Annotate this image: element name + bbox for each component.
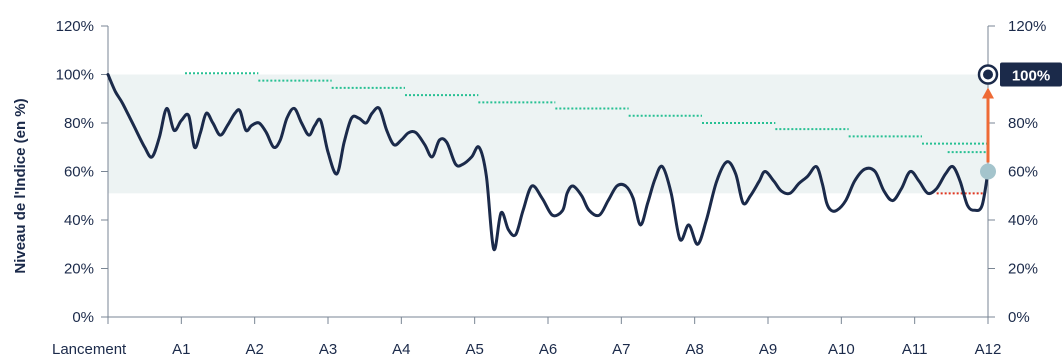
- y-ticks-right: 0% 20% 40% 60% 80% 120%: [988, 18, 1046, 326]
- x-tick-label: Lancement: [52, 341, 127, 357]
- x-tick-label: A6: [539, 341, 557, 357]
- arrow-head-icon: [982, 87, 994, 99]
- x-tick-label: A10: [828, 341, 855, 357]
- x-tick-label: A2: [245, 341, 263, 357]
- x-tick-label: A4: [392, 341, 410, 357]
- y-tick-label-left: 20%: [64, 261, 94, 278]
- x-tick-label: A12: [975, 341, 1002, 357]
- y-ticks-left: 0% 20% 40% 60% 80% 100% 120%: [56, 18, 108, 326]
- y-tick-label-left: 100%: [56, 67, 94, 84]
- y-tick-label-right: 60%: [1008, 164, 1038, 181]
- y-tick-label-left: 60%: [64, 164, 94, 181]
- final-point-marker: [980, 163, 996, 180]
- barrier-lines: [185, 72, 988, 154]
- x-tick-label: A9: [759, 341, 777, 357]
- x-tick-label: A11: [902, 341, 928, 357]
- x-tick-label: A1: [172, 341, 190, 357]
- y-tick-label-right: 20%: [1008, 261, 1038, 278]
- x-tick-label: A7: [612, 341, 630, 357]
- y-tick-label-left: 120%: [56, 18, 94, 35]
- x-tick-label: A5: [465, 341, 483, 357]
- series-line-index: [106, 73, 990, 251]
- x-tick-label: A8: [685, 341, 703, 357]
- y-tick-label-right: 40%: [1008, 212, 1038, 229]
- y-tick-label-right: 80%: [1008, 115, 1038, 132]
- y-axis-title: Niveau de l'Indice (en %): [12, 98, 29, 273]
- y-tick-label-right: 0%: [1008, 309, 1030, 326]
- target-point-dot: [983, 69, 993, 80]
- y-tick-label-left: 40%: [64, 212, 94, 229]
- target-label-text: 100%: [1012, 68, 1050, 85]
- y-tick-label-right: 120%: [1008, 18, 1046, 35]
- x-ticks: Lancement A1 A2 A3 A4 A5 A6 A7 A8 A9 A10 A11 A12: [52, 317, 1001, 357]
- tolerance-band: [108, 74, 988, 194]
- y-tick-label-left: 80%: [64, 115, 94, 132]
- target-label-badge: [1000, 62, 1062, 87]
- x-tick-label: A3: [319, 341, 337, 357]
- y-tick-label-left: 0%: [72, 309, 94, 326]
